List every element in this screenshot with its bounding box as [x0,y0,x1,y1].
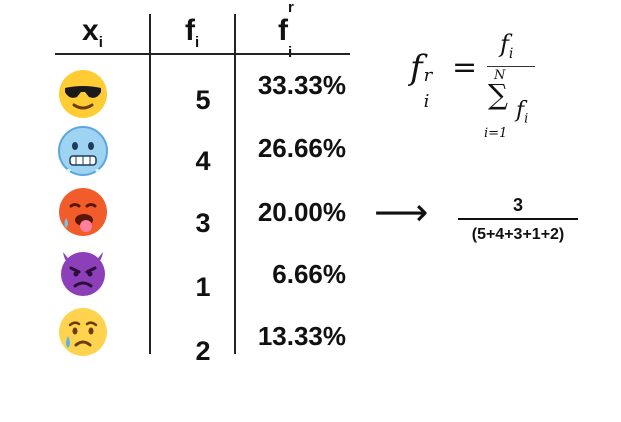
example-fraction-bar [458,218,578,220]
arrow-icon: ⟶ [374,190,429,234]
relative-frequency-value: 6.66% [272,259,346,289]
header-f: fi [185,14,200,51]
hot-face-icon [59,188,107,236]
header-x: xi [82,14,103,51]
column-divider-1 [149,14,151,354]
sum-lower-limit: i=1 [484,126,508,141]
cold-face-icon [58,126,108,176]
sum-upper-limit: N [494,68,506,83]
relative-frequency-value: 20.00% [257,197,346,227]
column-divider-2 [234,14,236,354]
example-numerator: 3 [512,195,523,215]
formula-numerator: fi [500,30,514,62]
example-denominator: (5+4+3+1+2) [471,226,565,243]
crying-face-icon [59,308,107,356]
relative-frequency-value: 26.66% [257,133,346,163]
formula-fraction-bar [487,66,535,67]
devil-face-icon [61,252,105,296]
f-value: 4 [195,146,211,176]
header-fr: fri [278,0,294,60]
f-value: 1 [195,272,211,302]
header-divider [55,53,350,55]
f-value: 3 [195,208,211,238]
formula-equals: = [452,50,478,85]
relative-frequency-value: 13.33% [257,321,346,351]
f-value: 5 [195,85,211,115]
sum-term: fi [516,98,529,127]
relative-frequency-value: 33.33% [257,70,346,100]
f-value: 2 [195,336,211,366]
sum-symbol: ∑ [488,78,508,111]
sunglasses-face-icon [59,70,107,118]
